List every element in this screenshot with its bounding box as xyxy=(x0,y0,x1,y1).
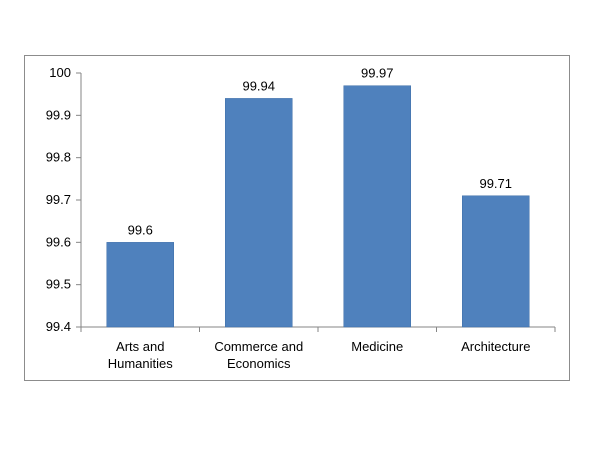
chart-frame: 99.4 99.5 99.6 99.7 99.8 99.9 100 99.6 Arts and H… xyxy=(24,55,570,381)
y-tick-label: 99.8 xyxy=(46,150,71,165)
y-tick-label: 99.9 xyxy=(46,107,71,122)
y-tick-label: 100 xyxy=(49,65,71,80)
data-label: 99.6 xyxy=(128,222,153,237)
bar xyxy=(106,242,174,328)
y-tick-label: 99.4 xyxy=(46,319,71,334)
data-label: 99.71 xyxy=(479,176,512,191)
data-label: 99.94 xyxy=(242,78,275,93)
bar xyxy=(225,98,293,328)
y-tick-label: 99.6 xyxy=(46,234,71,249)
x-tick-label: Commerce and xyxy=(214,339,303,354)
bar-chart: 99.4 99.5 99.6 99.7 99.8 99.9 100 99.6 Arts and H… xyxy=(46,65,556,371)
y-tick-label: 99.7 xyxy=(46,192,71,207)
bar xyxy=(343,85,411,328)
x-tick-label: Humanities xyxy=(108,356,174,371)
y-tick-label: 99.5 xyxy=(46,277,71,292)
data-label: 99.97 xyxy=(361,66,394,81)
x-tick-label: Arts and xyxy=(116,339,164,354)
x-tick-label: Architecture xyxy=(461,339,530,354)
bar xyxy=(462,195,530,328)
x-tick-label: Medicine xyxy=(351,339,403,354)
x-tick-label: Economics xyxy=(227,356,291,371)
